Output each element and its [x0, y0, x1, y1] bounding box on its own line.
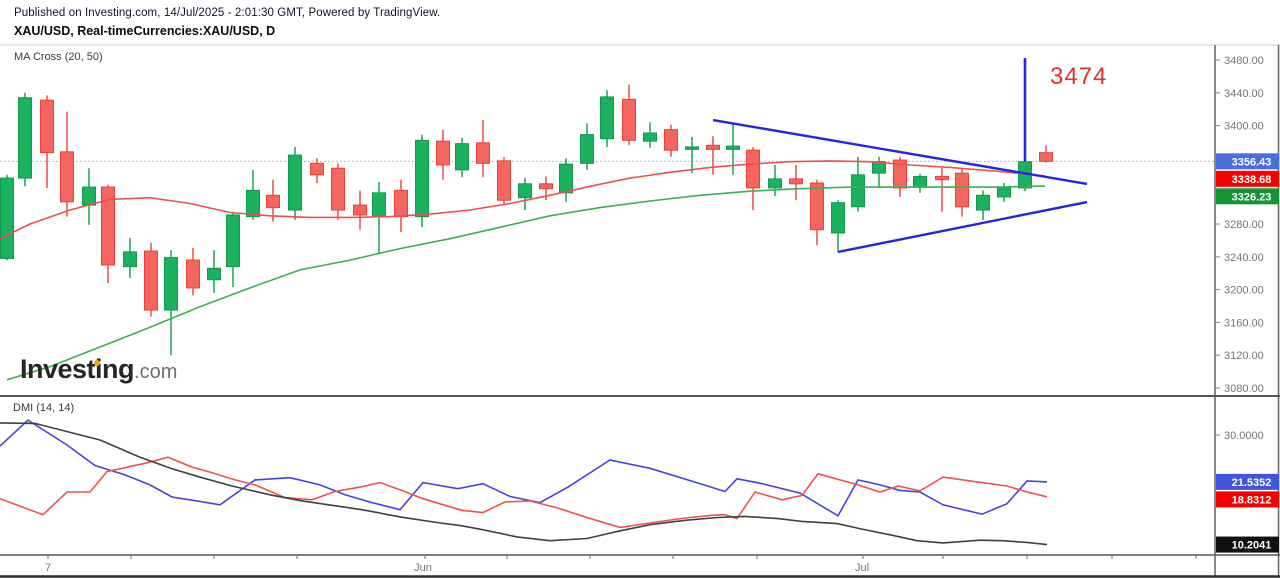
candle-up [18, 97, 32, 179]
candle-down [1039, 152, 1053, 162]
candle-up [559, 163, 573, 194]
candle-up [82, 186, 96, 206]
time-axis-label[interactable]: Jul [855, 562, 869, 574]
candle-down [893, 159, 907, 189]
candle-up [831, 202, 845, 234]
adx-badge-dmi[interactable] [1216, 536, 1279, 553]
candle-down [353, 204, 367, 216]
price-axis-label[interactable]: 3240.00 [1224, 252, 1264, 264]
candle-down [186, 259, 200, 289]
candle-down [436, 140, 450, 166]
investing-logo-suffix: .com [134, 361, 178, 383]
last-price-badge[interactable] [1216, 153, 1279, 170]
price-axis-label[interactable]: 3440.00 [1224, 88, 1264, 100]
price-axis-label[interactable]: 3080.00 [1224, 383, 1264, 395]
candle-down [935, 175, 949, 181]
candle-up [976, 194, 990, 211]
price-axis-label[interactable]: 3280.00 [1224, 219, 1264, 231]
candle-up [0, 177, 14, 259]
candle-down [310, 162, 324, 176]
ma50-value-badge[interactable] [1216, 188, 1279, 205]
published-line: Published on Investing.com, 14/Jul/2025 … [14, 7, 441, 19]
candle-down [144, 250, 158, 311]
price-axis-label[interactable]: 3480.00 [1224, 55, 1264, 67]
candle-down [539, 183, 553, 190]
dmi-axis-label[interactable]: 30.0000 [1224, 430, 1264, 442]
minus-di-badge-value-dmi: 18.8312 [1232, 494, 1272, 506]
candle-up [164, 257, 178, 311]
candle-down [810, 182, 824, 231]
candle-up [600, 96, 614, 140]
price-axis-label[interactable]: 3200.00 [1224, 285, 1264, 297]
candle-up [997, 187, 1011, 198]
candle-down [746, 149, 760, 189]
candle-up [851, 174, 865, 208]
ma-cross-indicator-label[interactable]: MA Cross (20, 50) [14, 51, 103, 63]
candle-up [207, 267, 221, 281]
investing-logo-orange-dot-icon [94, 360, 100, 366]
candle-down [497, 160, 511, 201]
candle-up [768, 178, 782, 189]
investing-logo: Investing.com [20, 354, 177, 385]
ma20-value-badge[interactable] [1216, 170, 1279, 187]
dmi-adx-line [0, 422, 1048, 546]
candle-up [415, 139, 429, 218]
candle-up [580, 134, 594, 164]
candle-down [789, 178, 803, 185]
candle-down [101, 186, 115, 266]
ma50-line [6, 185, 1046, 381]
candle-down [60, 151, 74, 203]
candle-up [226, 214, 240, 268]
upper-trendline[interactable] [712, 118, 1088, 186]
price-axis-label[interactable]: 3120.00 [1224, 350, 1264, 362]
candle-down [476, 142, 490, 164]
symbol-title: XAU/USD, Real-timeCurrencies:XAU/USD, D [14, 24, 276, 38]
candle-down [40, 99, 54, 154]
last-price-badge-value: 3356.43 [1232, 156, 1272, 168]
candle-up [246, 189, 260, 218]
dmi-minus-di-line [0, 456, 1048, 529]
candle-down [394, 189, 408, 218]
minus-di-badge-dmi[interactable] [1216, 491, 1279, 508]
candle-up [123, 251, 137, 268]
lower-trendline[interactable] [837, 200, 1088, 254]
candle-up [372, 192, 386, 218]
price-axis-label[interactable]: 3160.00 [1224, 317, 1264, 329]
dmi-plus-di-line [0, 419, 1048, 517]
candle-down [664, 129, 678, 151]
candle-up [455, 143, 469, 171]
candle-up [643, 132, 657, 142]
candle-down [622, 98, 636, 141]
time-axis-label[interactable]: Jun [414, 562, 432, 574]
candle-down [955, 172, 969, 208]
adx-badge-value-dmi: 10.2041 [1232, 540, 1272, 552]
candle-down [266, 194, 280, 209]
price-axis-label[interactable]: 3400.00 [1224, 121, 1264, 133]
price-target-annotation[interactable]: 3474 [1050, 63, 1107, 90]
dmi-indicator-label[interactable]: DMI (14, 14) [13, 402, 75, 414]
ma20-value-badge-value: 3338.68 [1232, 174, 1272, 186]
ma20-line [0, 160, 1046, 240]
candle-up [685, 146, 699, 150]
candle-down [331, 167, 345, 211]
candle-up [913, 175, 927, 188]
candle-up [726, 145, 740, 150]
ma50-value-badge-value: 3326.23 [1232, 191, 1272, 203]
candle-up [518, 183, 532, 199]
plus-di-badge-dmi[interactable] [1216, 473, 1279, 490]
time-axis-label[interactable]: 7 [45, 562, 51, 574]
candle-up [288, 154, 302, 211]
investing-logo-text: Investing [20, 354, 135, 384]
candle-down [706, 144, 720, 150]
plus-di-badge-value-dmi: 21.5352 [1232, 477, 1272, 489]
